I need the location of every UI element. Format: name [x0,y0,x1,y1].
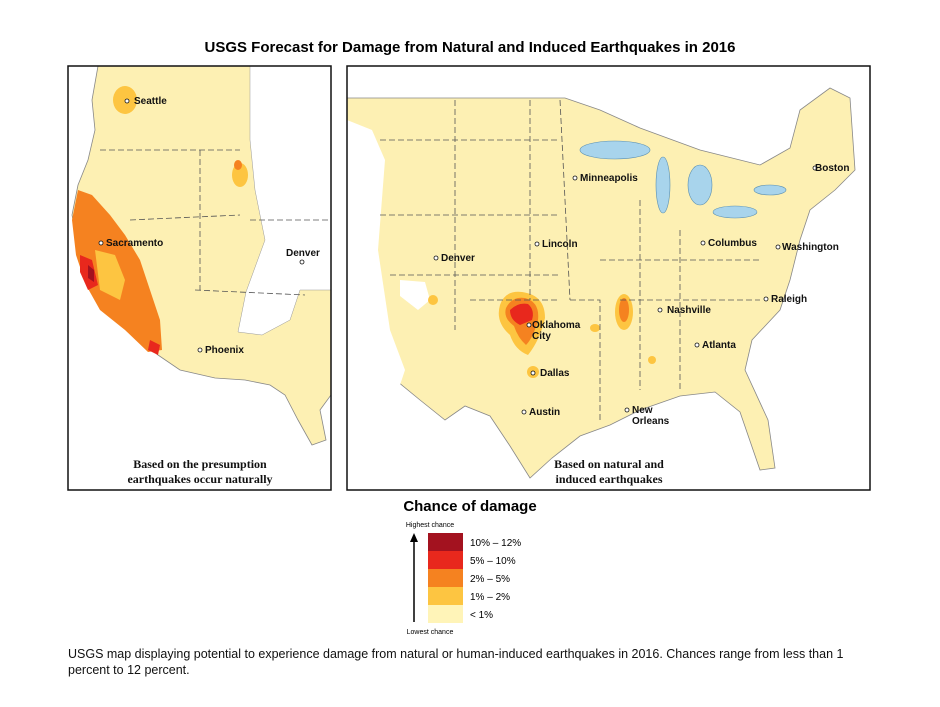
city-label: New [632,405,653,416]
city-label: Dallas [540,368,570,379]
city-dot [572,175,578,181]
caption: USGS map displaying potential to experie… [68,647,844,677]
city-dot [197,347,203,353]
panel-caption: Based on the presumption [133,457,267,471]
city-label: Nashville [667,305,711,316]
city-dot [124,98,130,104]
city-dot [694,342,700,348]
legend-arrowhead [410,533,418,542]
city-dot [433,255,439,261]
city-label: Raleigh [771,294,807,305]
left-panel [67,65,332,491]
legend-label: 1% – 2% [470,592,510,603]
city-label: Denver [441,253,475,264]
city-label: Phoenix [205,345,244,356]
city-label: Oklahoma [532,320,581,331]
city-dot [530,370,536,376]
city-label: Denver [286,248,320,259]
legend-swatch [428,605,463,623]
right-map [347,87,856,479]
legend-bottom-label: Lowest chance [407,629,454,636]
city-dot [657,307,663,313]
legend-swatch [428,533,463,551]
city-dot [526,322,532,328]
city-label: Atlanta [702,340,736,351]
city-label: Austin [529,407,560,418]
legend-swatch [428,587,463,605]
city-dot [299,259,305,265]
left-map [71,66,331,446]
city-dot [521,409,527,415]
city-dot [624,407,630,413]
panel-caption: induced earthquakes [555,472,662,486]
legend-top-label: Highest chance [406,522,454,529]
city-label: Sacramento [106,238,163,249]
legend-title: Chance of damage [403,498,536,515]
right-panel [346,65,871,491]
city-dot [534,241,540,247]
city-dot [812,165,818,171]
legend-label: 10% – 12% [470,538,521,549]
city-label: City [532,331,551,342]
city-label: Boston [815,163,849,174]
city-label: Columbus [708,238,757,249]
panel-caption: Based on natural and [554,457,664,471]
legend-label: < 1% [470,610,493,621]
legend-swatch [428,551,463,569]
city-dot [775,244,781,250]
city-label: Seattle [134,96,167,107]
city-label: Lincoln [542,239,578,250]
legend-label: 5% – 10% [470,556,516,567]
legend-label: 2% – 5% [470,574,510,585]
city-label: Orleans [632,416,670,427]
legend-swatch [428,569,463,587]
city-label: Washington [782,242,839,253]
city-dot [763,296,769,302]
panel-caption: earthquakes occur naturally [127,472,272,486]
title: USGS Forecast for Damage from Natural an… [205,39,736,56]
city-dot [700,240,706,246]
city-dot [98,240,104,246]
city-label: Minneapolis [580,173,638,184]
